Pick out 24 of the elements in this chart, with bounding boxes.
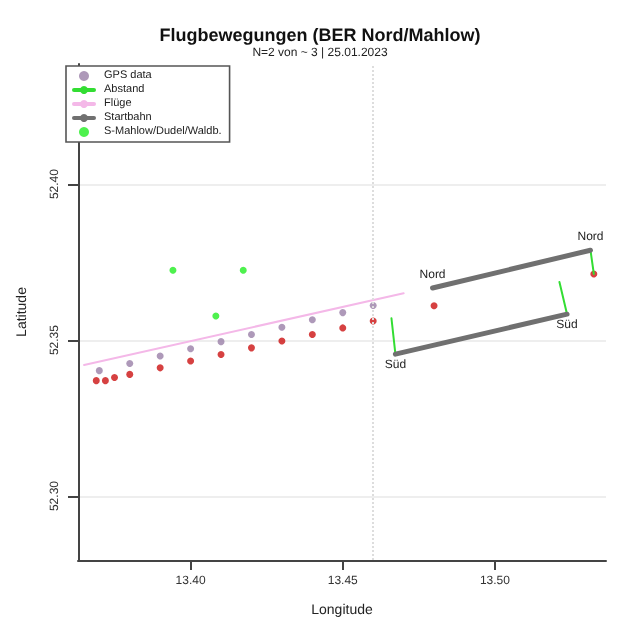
point xyxy=(247,344,255,352)
point xyxy=(247,330,255,338)
point xyxy=(95,367,103,375)
point xyxy=(169,266,177,274)
point xyxy=(217,350,225,358)
chart-title: Flugbewegungen (BER Nord/Mahlow) xyxy=(159,25,481,45)
point xyxy=(308,330,316,338)
point xyxy=(92,377,100,385)
point xyxy=(308,316,316,324)
point xyxy=(111,374,119,382)
point xyxy=(339,324,347,332)
point xyxy=(156,364,164,372)
point xyxy=(339,309,347,317)
point xyxy=(430,302,438,310)
point xyxy=(126,359,134,367)
point xyxy=(239,266,247,274)
point xyxy=(156,352,164,360)
point xyxy=(278,323,286,331)
point xyxy=(101,377,109,385)
point xyxy=(212,312,220,320)
point xyxy=(187,357,195,365)
point xyxy=(217,338,225,346)
point xyxy=(187,345,195,353)
point xyxy=(126,370,134,378)
